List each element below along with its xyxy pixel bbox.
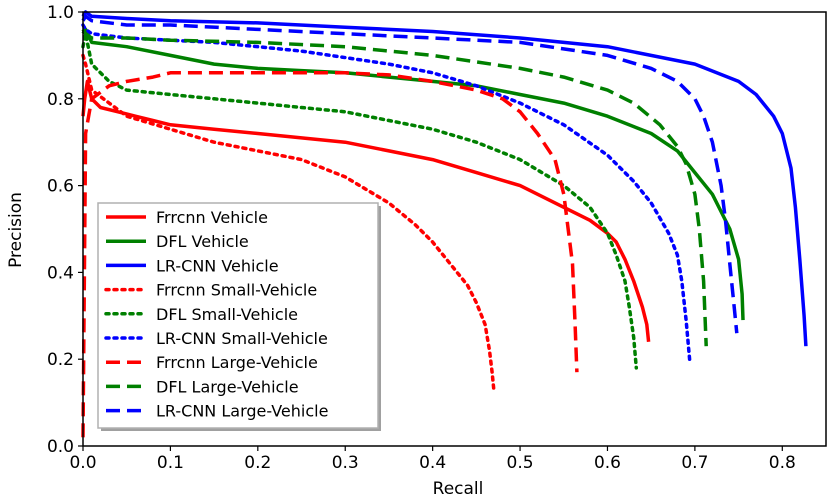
series-line-lr-cnn-large-vehicle (81, 14, 739, 334)
legend-label: LR-CNN Large-Vehicle (156, 402, 328, 421)
y-tick-label: 1.0 (47, 3, 74, 23)
legend: Frrcnn Vehicle DFL Vehicle LR-CNN Vehicle F… (97, 202, 381, 431)
x-tick-label: 0.1 (157, 453, 184, 473)
x-axis-label: Recall (433, 479, 484, 498)
x-tick-label: 0.6 (594, 453, 621, 473)
x-tick-label: 0.2 (244, 453, 271, 473)
y-axis-label: Precision (6, 192, 26, 268)
x-tick-label: 0.5 (507, 453, 534, 473)
x-tick-label: 0.8 (769, 453, 796, 473)
series-line-dfl-small-vehicle (81, 31, 639, 370)
series-line-frrcnn-small-vehicle (81, 53, 496, 392)
series-lines (81, 10, 808, 438)
legend-label: DFL Small-Vehicle (156, 305, 298, 324)
series-line-dfl-large-vehicle (81, 28, 708, 347)
series-line-dfl-vehicle (81, 27, 745, 321)
series-line-lr-cnn-small-vehicle (81, 23, 692, 361)
y-tick-label: 0.2 (47, 350, 74, 370)
legend-label: LR-CNN Vehicle (156, 256, 279, 275)
series-line-frrcnn-large-vehicle (81, 71, 579, 438)
y-tick-label: 0.6 (47, 177, 74, 197)
series-line-frrcnn-vehicle (81, 79, 651, 342)
y-tick-label: 0.4 (47, 263, 74, 283)
legend-label: Frrcnn Small-Vehicle (156, 281, 317, 300)
legend-label: Frrcnn Large-Vehicle (156, 353, 318, 372)
axis-ticks: 0.0 0.1 0.2 0.3 0.4 0.5 0.6 0.7 0.8 0.0 0.2 0.4 0.6 0… (47, 3, 796, 473)
legend-label: DFL Vehicle (156, 232, 249, 251)
x-tick-label: 0.4 (419, 453, 446, 473)
series-line-lr-cnn-vehicle (81, 10, 808, 347)
x-tick-label: 0.3 (332, 453, 359, 473)
plot-area-frame (82, 11, 827, 447)
legend-label: Frrcnn Vehicle (156, 208, 268, 227)
legend-label: DFL Large-Vehicle (156, 377, 299, 396)
x-tick-label: 0.7 (681, 453, 708, 473)
x-tick-label: 0.0 (69, 453, 96, 473)
y-tick-label: 0.0 (47, 437, 74, 457)
y-tick-label: 0.8 (47, 90, 74, 110)
legend-label: LR-CNN Small-Vehicle (156, 329, 328, 348)
